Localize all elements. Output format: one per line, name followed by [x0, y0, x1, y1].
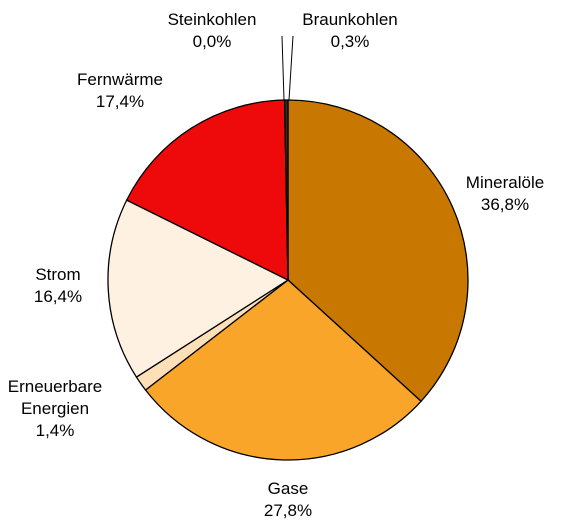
category-name: Erneuerbare Energien: [7, 377, 103, 418]
slice-label: Mineralöle 36,8%: [435, 172, 561, 216]
value-label: 17,4%: [95, 92, 145, 111]
slice-label: Fernwärme 17,4%: [50, 69, 190, 113]
leader-line: [288, 35, 294, 101]
value-label: 36,8%: [480, 195, 530, 214]
category-name: Fernwärme: [77, 70, 163, 89]
slice-label: Gase 27,8%: [218, 478, 358, 522]
value-label: 0,3%: [330, 32, 370, 51]
category-name: Braunkohlen: [302, 10, 398, 29]
slice-label: Braunkohlen 0,3%: [280, 9, 420, 53]
value-label: 16,4%: [33, 287, 83, 306]
pie-slice: [283, 99, 289, 281]
pie-slice: [125, 99, 289, 282]
pie-slice: [144, 279, 422, 461]
category-name: Mineralöle: [465, 173, 545, 192]
pie-slice: [107, 199, 290, 378]
pie-slice: [287, 99, 469, 403]
value-label: 1,4%: [35, 421, 75, 440]
leader-line: [281, 35, 285, 101]
value-label: 0,0%: [192, 32, 232, 51]
slice-label: Strom 16,4%: [8, 264, 108, 308]
category-name: Steinkohlen: [167, 10, 257, 29]
category-name: Gase: [267, 479, 309, 498]
value-label: 27,8%: [263, 501, 313, 520]
slice-label: Erneuerbare Energien 1,4%: [5, 376, 105, 442]
slice-label: Steinkohlen 0,0%: [142, 9, 282, 53]
category-name: Strom: [35, 265, 81, 284]
